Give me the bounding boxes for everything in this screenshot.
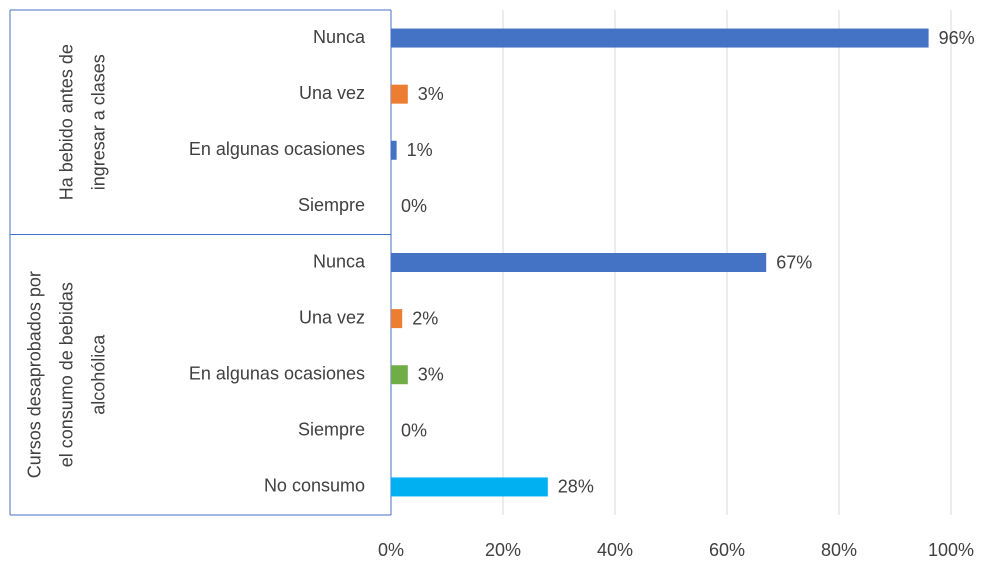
data-label: 3% xyxy=(418,84,444,104)
x-tick-label: 80% xyxy=(821,540,857,560)
data-label: 2% xyxy=(412,308,438,328)
bar xyxy=(391,84,408,104)
bar xyxy=(391,309,403,329)
y-tick-label: En algunas ocasiones xyxy=(189,139,365,159)
data-label: 28% xyxy=(558,477,594,497)
group-label: Ha bebido antes de xyxy=(57,44,77,200)
data-label: 0% xyxy=(401,421,427,441)
y-tick-label: No consumo xyxy=(264,476,365,496)
x-tick-label: 40% xyxy=(597,540,633,560)
group-label: Cursos desaprobados por xyxy=(25,271,45,478)
y-tick-label: Siempre xyxy=(298,420,365,440)
y-tick-label: En algunas ocasiones xyxy=(189,363,365,383)
group-label: alcohólica xyxy=(89,334,109,415)
group-label: el consumo de bebidas xyxy=(57,282,77,467)
data-label: 96% xyxy=(939,28,975,48)
x-tick-label: 100% xyxy=(928,540,974,560)
bar xyxy=(391,253,767,272)
x-tick-label: 20% xyxy=(485,540,521,560)
bar xyxy=(391,28,929,48)
y-tick-label: Siempre xyxy=(298,195,365,215)
data-label: 1% xyxy=(407,140,433,160)
y-tick-label: Nunca xyxy=(313,27,366,47)
data-label: 67% xyxy=(776,252,812,272)
group-label: ingresar a clases xyxy=(89,54,109,190)
bar xyxy=(391,140,397,160)
data-label: 0% xyxy=(401,196,427,216)
data-label: 3% xyxy=(418,364,444,384)
y-tick-label: Una vez xyxy=(299,83,365,103)
bar xyxy=(391,477,548,497)
y-tick-label: Nunca xyxy=(313,251,366,271)
bar xyxy=(391,365,408,385)
x-tick-label: 60% xyxy=(709,540,745,560)
x-tick-label: 0% xyxy=(378,540,404,560)
y-tick-label: Una vez xyxy=(299,307,365,327)
